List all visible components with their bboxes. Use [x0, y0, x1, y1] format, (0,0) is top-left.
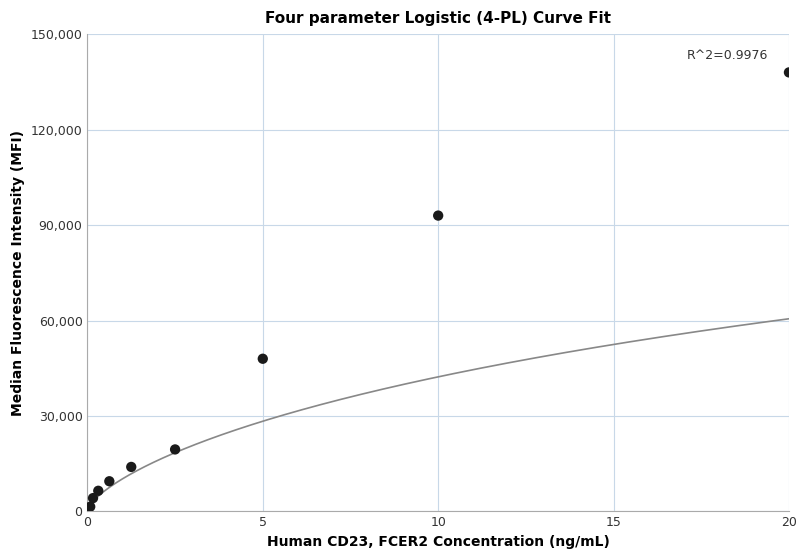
Y-axis label: Median Fluorescence Intensity (MFI): Median Fluorescence Intensity (MFI) — [11, 130, 25, 416]
Point — [431, 211, 444, 220]
Point — [103, 477, 116, 486]
X-axis label: Human CD23, FCER2 Concentration (ng/mL): Human CD23, FCER2 Concentration (ng/mL) — [267, 535, 609, 549]
Point — [124, 463, 137, 472]
Point — [256, 354, 269, 363]
Point — [169, 445, 182, 454]
Point — [86, 493, 99, 502]
Text: R^2=0.9976: R^2=0.9976 — [687, 49, 768, 62]
Point — [782, 68, 795, 77]
Point — [92, 486, 105, 495]
Title: Four parameter Logistic (4-PL) Curve Fit: Four parameter Logistic (4-PL) Curve Fit — [265, 11, 611, 26]
Point — [84, 502, 97, 511]
